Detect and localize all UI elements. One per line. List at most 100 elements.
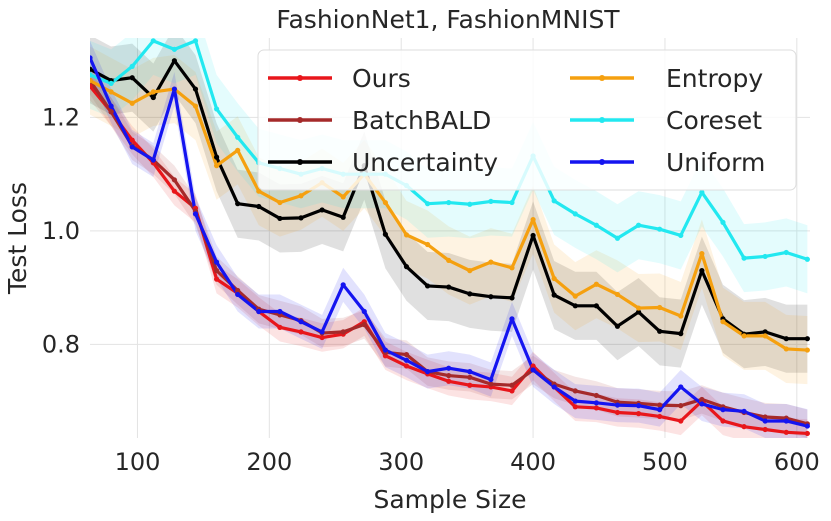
uniform-band xyxy=(90,40,808,438)
coreset-point xyxy=(614,235,621,241)
uncertainty-point xyxy=(129,75,135,81)
uniform-point xyxy=(509,316,515,322)
entropy-point xyxy=(446,257,452,264)
uniform-point xyxy=(319,329,325,335)
legend-entropy-label: Entropy xyxy=(666,64,763,93)
batchbald-point xyxy=(403,351,410,358)
coreset-point xyxy=(551,198,557,204)
x-tick-label: 500 xyxy=(642,448,688,476)
ours-point xyxy=(678,418,684,424)
ours-point xyxy=(467,382,473,388)
entropy-point xyxy=(657,304,663,311)
entropy-point xyxy=(382,199,388,206)
entropy-point xyxy=(235,147,241,153)
y-axis-label: Test Loss xyxy=(3,182,32,295)
legend: Ours BatchBALD Uncertainty Entropy Coreset Un… xyxy=(257,49,797,191)
batchbald-point xyxy=(446,372,452,379)
entropy-point xyxy=(467,268,473,274)
uniform-point xyxy=(90,55,93,61)
entropy-point xyxy=(403,232,410,238)
x-tick-label: 200 xyxy=(246,448,292,476)
uniform-point xyxy=(446,365,452,371)
entropy-point xyxy=(572,293,578,299)
coreset-point xyxy=(108,80,114,86)
coreset-point xyxy=(192,38,199,44)
ours-point xyxy=(572,404,578,410)
ours-point xyxy=(720,418,726,424)
uncertainty-band xyxy=(90,38,808,373)
chart-title: FashionNet1, FashionMNIST xyxy=(276,5,620,34)
uncertainty-point xyxy=(657,328,663,334)
entropy-point xyxy=(213,163,220,169)
uncertainty-point xyxy=(319,207,325,213)
uniform-point xyxy=(699,401,705,407)
legend-batchbald-label: BatchBALD xyxy=(352,106,491,135)
x-tick-label: 300 xyxy=(378,448,424,476)
x-axis-ticks: 100 200 300 400 500 600 xyxy=(115,448,820,476)
coreset-point xyxy=(171,46,177,52)
uncertainty-point xyxy=(804,336,810,342)
legend-uniform-marker xyxy=(599,159,605,165)
legend-batchbald-marker xyxy=(297,117,303,123)
uncertainty-point xyxy=(403,264,410,270)
entropy-point xyxy=(593,281,599,287)
uniform-point xyxy=(340,282,346,288)
y-tick-label: 0.8 xyxy=(42,330,80,358)
entropy-point xyxy=(720,319,726,325)
uniform-point xyxy=(783,418,789,424)
ours-point xyxy=(171,188,177,194)
uncertainty-point xyxy=(424,283,431,289)
ours-point xyxy=(319,334,325,341)
uncertainty-point xyxy=(256,203,262,210)
batchbald-point xyxy=(108,109,114,115)
ours-point xyxy=(783,429,789,435)
coreset-point xyxy=(90,72,93,78)
uniform-point xyxy=(171,86,177,92)
ours-point xyxy=(762,426,768,433)
entropy-point xyxy=(509,265,515,271)
coreset-point xyxy=(762,253,768,260)
legend-uniform-label: Uniform xyxy=(666,148,765,177)
uncertainty-point xyxy=(530,232,536,239)
ours-point xyxy=(90,83,93,89)
batchbald-point xyxy=(467,374,473,380)
uniform-point xyxy=(403,357,410,363)
uncertainty-point xyxy=(340,214,346,220)
legend-box xyxy=(257,49,797,191)
coreset-point xyxy=(129,63,135,69)
entropy-point xyxy=(256,188,262,194)
uniform-point xyxy=(741,408,747,414)
coreset-point xyxy=(150,38,156,44)
uncertainty-point xyxy=(382,231,388,237)
ours-point xyxy=(614,409,621,416)
batchbald-point xyxy=(171,177,177,183)
uniform-point xyxy=(382,347,388,353)
entropy-point xyxy=(192,103,199,109)
batchbald-point xyxy=(593,392,599,399)
uncertainty-point xyxy=(150,94,156,101)
entropy-point xyxy=(741,333,747,339)
legend-coreset-label: Coreset xyxy=(666,106,762,135)
coreset-point xyxy=(509,199,515,206)
uniform-point xyxy=(530,367,536,373)
ours-point xyxy=(446,378,452,384)
entropy-point xyxy=(424,241,431,248)
entropy-point xyxy=(530,216,536,223)
legend-ours-label: Ours xyxy=(352,64,411,93)
uniform-point xyxy=(804,423,810,429)
uniform-point xyxy=(213,259,220,265)
uniform-point xyxy=(277,308,283,315)
legend-coreset-marker xyxy=(599,117,605,123)
batchbald-point xyxy=(699,396,705,403)
coreset-point xyxy=(678,232,684,239)
entropy-point xyxy=(551,275,557,282)
entropy-point xyxy=(635,305,642,311)
coreset-point xyxy=(657,226,663,232)
batchbald-point xyxy=(678,403,684,409)
y-tick-label: 1.0 xyxy=(42,217,80,245)
coreset-band xyxy=(90,38,808,294)
uniform-point xyxy=(720,407,726,413)
uncertainty-point xyxy=(90,66,93,72)
y-axis-ticks: 0.8 1.0 1.2 xyxy=(42,103,80,358)
